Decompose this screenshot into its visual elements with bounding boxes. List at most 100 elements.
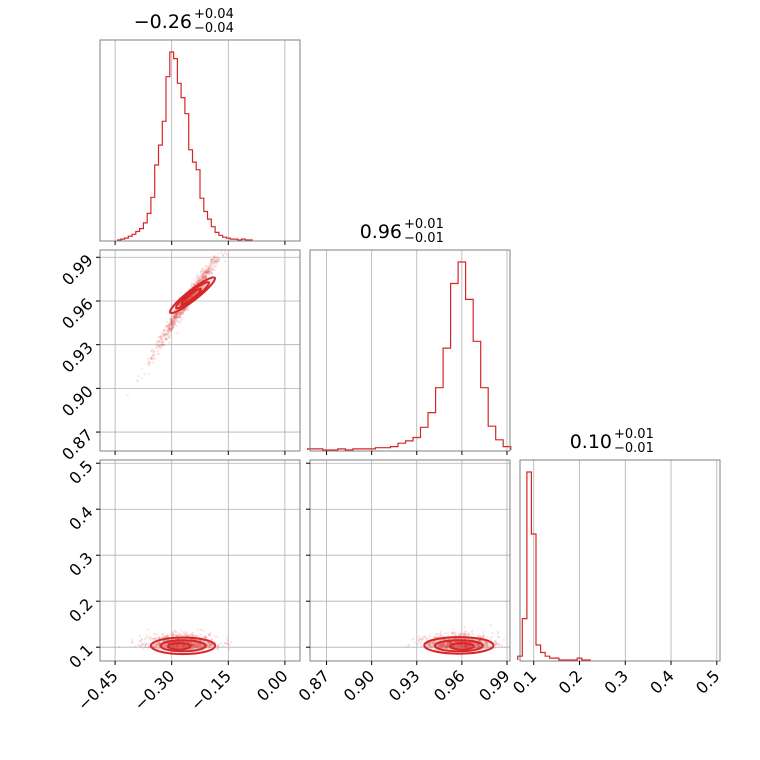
scatter-p0-p1-point bbox=[206, 268, 209, 271]
scatter-p0-p1-point bbox=[213, 256, 215, 258]
scatter-p0-p2-point bbox=[174, 640, 177, 643]
scatter-p0-p2-point bbox=[184, 644, 186, 647]
scatter-p0-p1-point bbox=[170, 319, 173, 322]
scatter-p1-p2-point bbox=[440, 643, 443, 646]
scatter-p0-p1-point bbox=[196, 274, 199, 277]
scatter-p0-p2-point bbox=[204, 635, 207, 638]
scatter-p1-p2-point bbox=[447, 645, 450, 648]
scatter-p0-p1-point bbox=[150, 357, 153, 360]
scatter-p0-p2-point bbox=[160, 637, 163, 640]
scatter-p0-p2-point bbox=[193, 642, 196, 645]
scatter-p1-p2-point bbox=[435, 636, 438, 639]
scatter-p0-p2-point bbox=[181, 645, 184, 647]
scatter-p1-p2-point bbox=[444, 641, 447, 644]
scatter-p0-p1-point bbox=[188, 288, 191, 291]
scatter-p1-p2-point bbox=[437, 644, 440, 646]
scatter-p0-p2-point bbox=[174, 640, 177, 643]
scatter-p0-p1-point bbox=[210, 267, 213, 270]
scatter-p1-p2-point bbox=[442, 645, 445, 648]
scatter-p1-p2-point bbox=[429, 644, 432, 647]
scatter-p0-p2-point bbox=[175, 640, 178, 643]
scatter-p1-p2-point bbox=[455, 644, 458, 647]
scatter-p1-p2-point bbox=[439, 639, 442, 642]
scatter-p1-p2-point bbox=[450, 645, 453, 648]
scatter-p1-p2-point bbox=[465, 645, 468, 648]
scatter-p0-p1-point bbox=[202, 275, 205, 278]
scatter-p0-p1-point bbox=[178, 321, 180, 324]
scatter-p0-p1-point bbox=[161, 341, 164, 344]
scatter-p1-p2-point bbox=[467, 641, 470, 644]
scatter-p0-p2-point bbox=[174, 637, 177, 640]
scatter-p0-p2-point bbox=[195, 645, 198, 648]
scatter-p0-p1-point bbox=[175, 312, 178, 315]
scatter-p0-p1-point bbox=[151, 358, 154, 361]
scatter-p1-p2-point bbox=[476, 635, 479, 637]
scatter-p0-p2-point bbox=[208, 633, 211, 636]
scatter-p0-p1-point bbox=[150, 350, 153, 352]
scatter-p0-p2-point bbox=[188, 633, 190, 636]
scatter-p1-p2-point bbox=[445, 646, 448, 649]
scatter-p0-p2-point bbox=[176, 643, 179, 646]
scatter-p0-p2-point bbox=[170, 634, 173, 637]
scatter-p1-p2-point bbox=[451, 645, 454, 648]
scatter-p1-p2-point bbox=[473, 641, 476, 644]
scatter-p0-p1-point bbox=[184, 300, 187, 303]
scatter-p1-p2-point bbox=[445, 643, 448, 646]
scatter-p0-p1-point bbox=[212, 259, 215, 262]
hist-p1-background bbox=[310, 250, 510, 451]
scatter-p1-p2-point bbox=[454, 640, 457, 643]
scatter-p1-p2-point bbox=[434, 636, 437, 638]
scatter-p0-p1-point bbox=[185, 300, 188, 303]
scatter-p0-p2-point bbox=[173, 643, 176, 646]
scatter-p1-p2-point bbox=[439, 644, 442, 647]
scatter-p1-p2-point bbox=[494, 642, 497, 645]
scatter-p1-p2-point bbox=[466, 643, 469, 646]
scatter-p0-p2-point bbox=[210, 643, 213, 646]
scatter-p0-p1-point bbox=[194, 292, 197, 294]
scatter-p0-p2-point bbox=[179, 644, 182, 647]
scatter-p0-p1-point bbox=[194, 291, 197, 294]
scatter-p0-p2-point bbox=[186, 640, 189, 643]
scatter-p0-p2-point bbox=[175, 634, 178, 637]
scatter-p0-p1-point bbox=[197, 276, 200, 279]
scatter-p1-p2-point bbox=[441, 645, 444, 648]
scatter-p0-p2-point bbox=[167, 639, 170, 642]
scatter-p1-p2-point bbox=[463, 643, 466, 646]
scatter-p0-p2-point bbox=[175, 645, 178, 648]
scatter-p0-p2-point bbox=[175, 645, 178, 648]
scatter-p0-p1-point bbox=[198, 286, 201, 289]
scatter-p1-p2-point bbox=[464, 643, 467, 646]
scatter-p1-p2-point bbox=[451, 646, 454, 649]
scatter-p0-p2-point bbox=[172, 633, 175, 636]
scatter-p1-p2-point bbox=[457, 643, 460, 646]
scatter-p0-p1-point bbox=[176, 319, 179, 322]
scatter-p1-p2-point bbox=[435, 645, 438, 648]
scatter-p0-p1-point bbox=[180, 319, 183, 322]
scatter-p0-p1-point bbox=[209, 264, 212, 267]
scatter-p0-p2-point bbox=[175, 645, 178, 648]
scatter-p1-p2-point bbox=[438, 645, 441, 647]
scatter-p1-p2-point bbox=[475, 643, 478, 646]
scatter-p0-p1-point bbox=[156, 341, 159, 344]
scatter-p1-p2-point bbox=[443, 643, 446, 646]
scatter-p1-p2-point bbox=[459, 640, 462, 643]
scatter-p1-p2-point bbox=[458, 644, 461, 647]
scatter-p0-p2-point bbox=[194, 644, 197, 647]
scatter-p1-p2-point bbox=[435, 632, 438, 635]
scatter-p0-p1-point bbox=[203, 270, 206, 273]
scatter-p0-p1-point bbox=[207, 271, 210, 274]
scatter-p0-p2-point bbox=[178, 645, 180, 648]
scatter-p1-p2-point bbox=[461, 644, 464, 647]
scatter-p1-p2-point bbox=[432, 642, 435, 645]
scatter-p0-p2-point bbox=[169, 641, 172, 644]
scatter-p0-p1-point bbox=[170, 318, 173, 321]
scatter-p1-p2-point bbox=[445, 641, 448, 644]
scatter-p0-p1-point bbox=[188, 296, 190, 299]
scatter-p1-p2-point bbox=[456, 643, 459, 646]
scatter-p1-p2-point bbox=[461, 644, 464, 647]
scatter-p0-p2-point bbox=[210, 643, 213, 645]
scatter-p0-p2-point bbox=[165, 644, 168, 647]
scatter-p1-p2-point bbox=[438, 643, 441, 646]
scatter-p1-p2-point bbox=[483, 643, 486, 646]
scatter-p0-p2-point bbox=[157, 642, 160, 645]
